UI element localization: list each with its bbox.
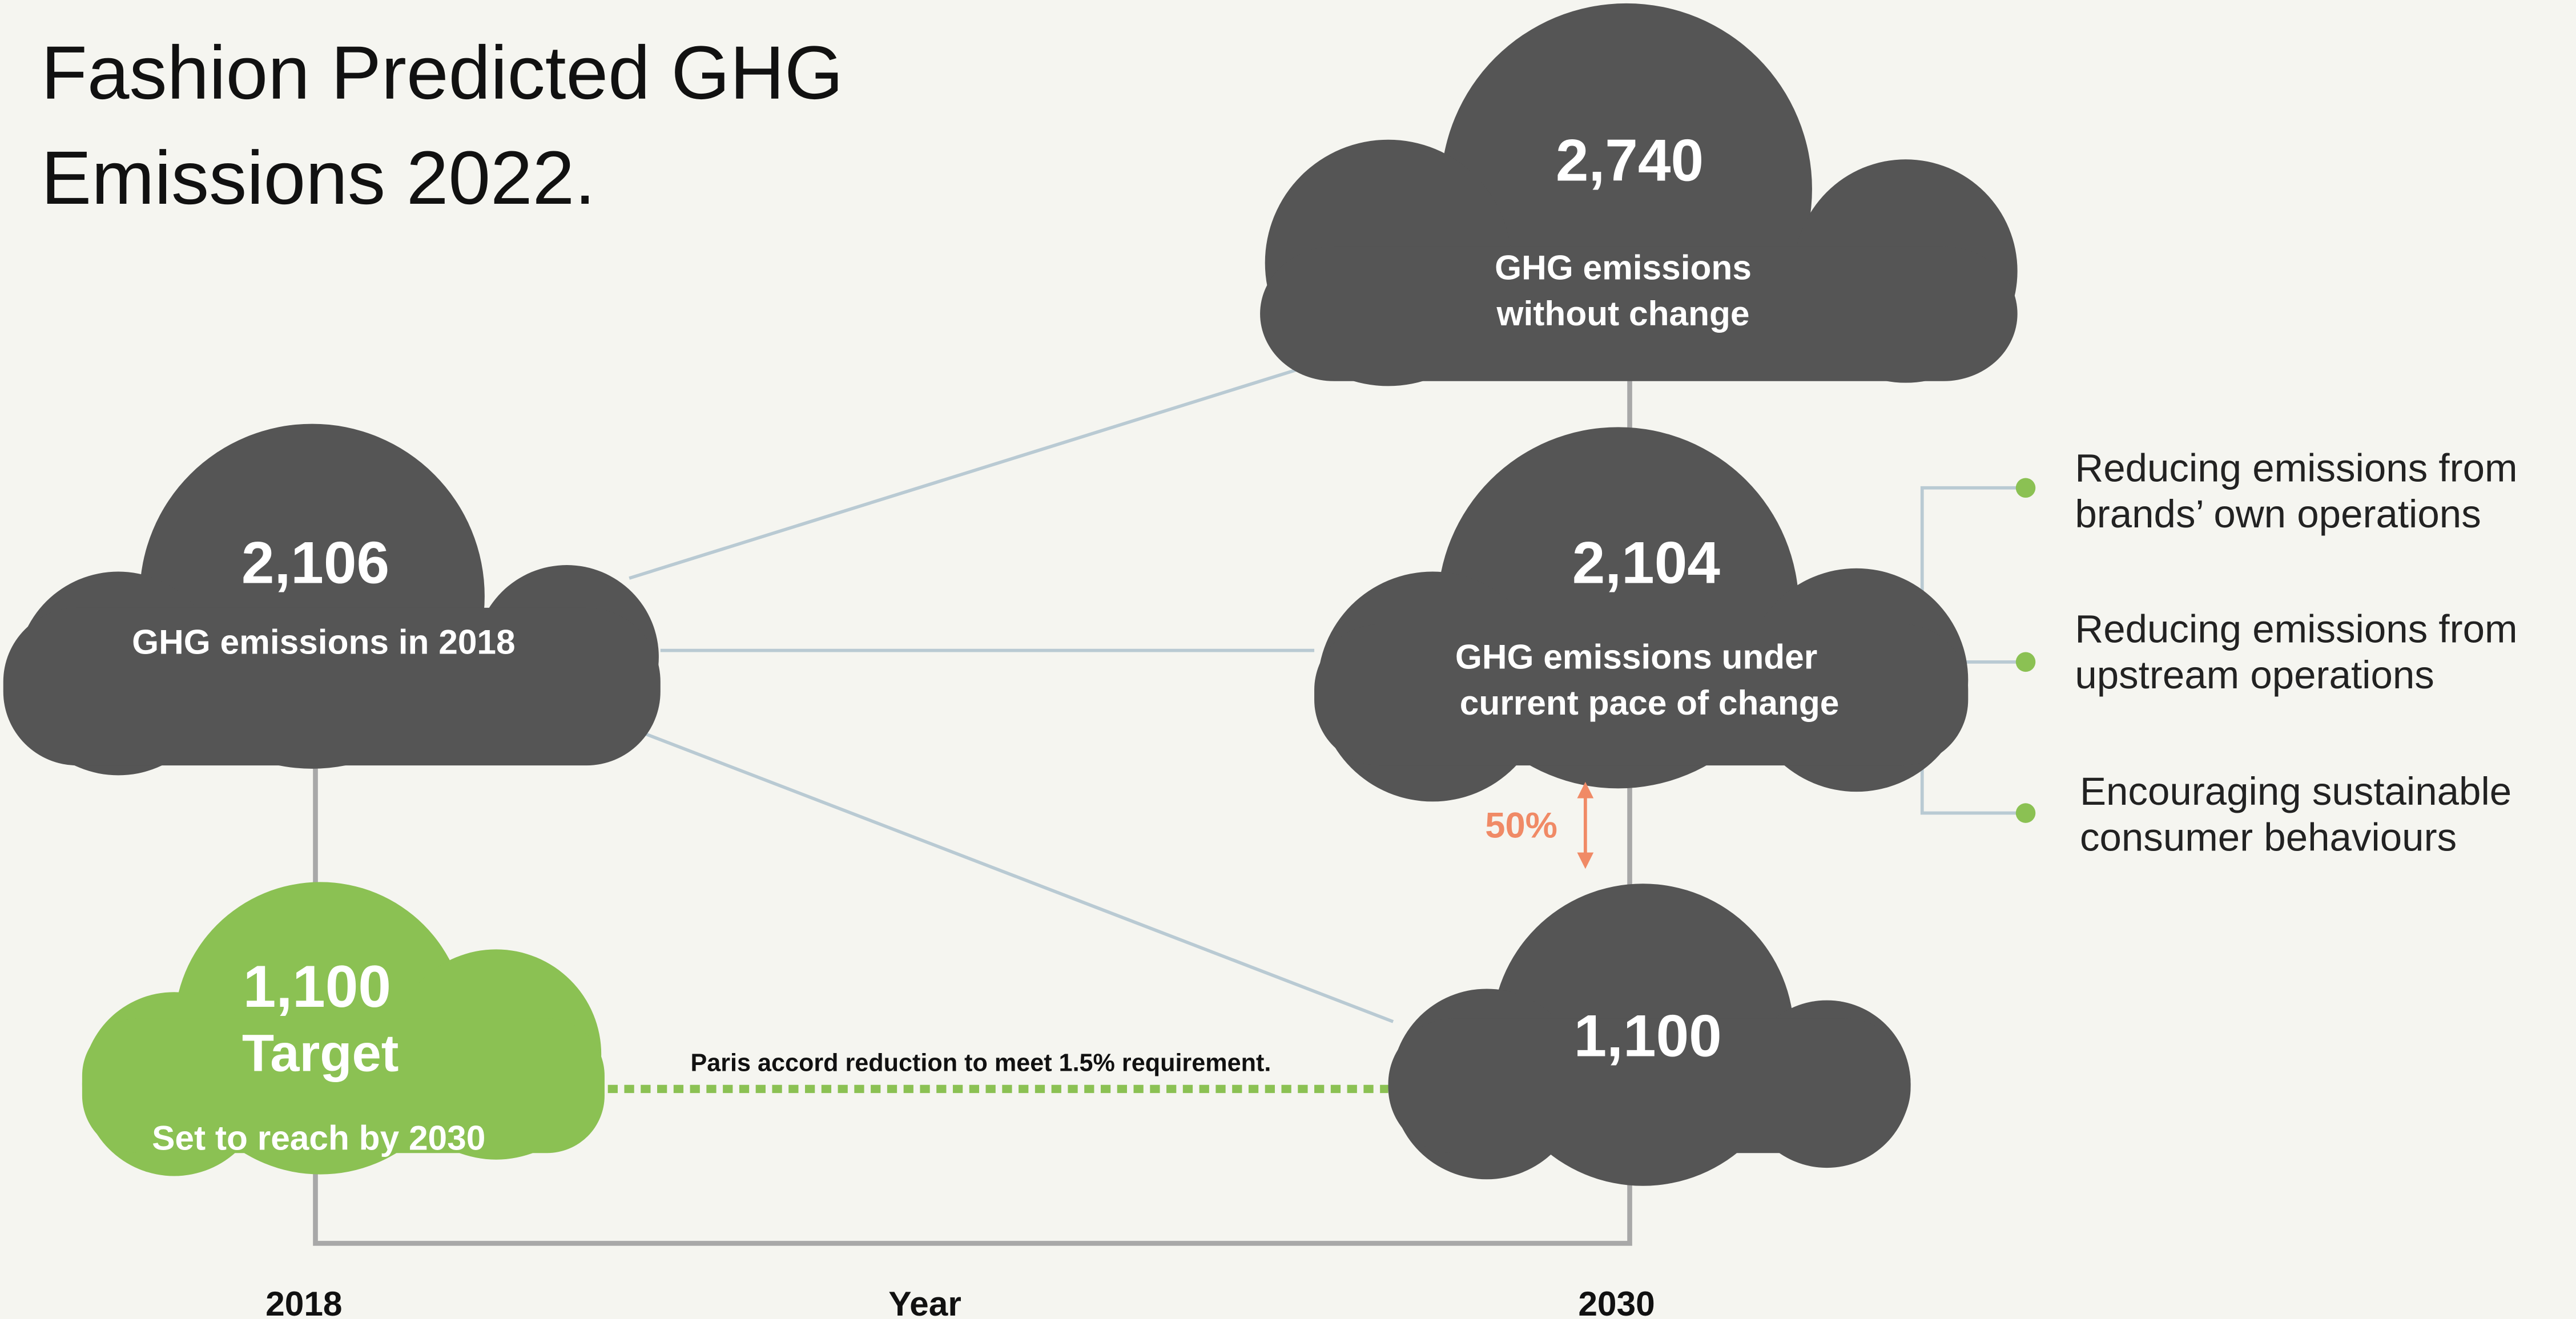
axis-tick: 2030 — [1578, 1284, 1655, 1319]
reduction-label: 50% — [1485, 806, 1557, 846]
cloud-label: GHG emissions in 2018 — [132, 622, 515, 661]
connector — [629, 726, 1394, 1023]
axis-label: Year — [888, 1284, 961, 1319]
target-cloud — [82, 882, 605, 1176]
title: Emissions 2022. — [41, 136, 595, 220]
cloud — [1388, 884, 1911, 1186]
paris-note: Paris accord reduction to meet 1.5% requ… — [690, 1049, 1271, 1076]
cloud-label: GHG emissions under — [1455, 637, 1817, 676]
title: Fashion Predicted GHG — [41, 31, 843, 115]
cloud-value: 1,100 — [243, 953, 391, 1019]
cloud-label: GHG emissions — [1495, 248, 1752, 287]
action-text: upstream operations — [2075, 652, 2434, 697]
action-text: consumer behaviours — [2080, 815, 2457, 860]
action-text: Reducing emissions from — [2075, 606, 2517, 651]
reduction-arrow — [1577, 781, 1594, 869]
cloud-value: 2,106 — [242, 530, 389, 596]
action-text: Encouraging sustainable — [2080, 769, 2511, 813]
cloud-label: Set to reach by 2030 — [152, 1118, 485, 1157]
cloud-value: 2,740 — [1556, 127, 1704, 193]
connector — [629, 356, 1335, 580]
action-text: Reducing emissions from — [2075, 445, 2517, 490]
action-dots — [2015, 478, 2036, 823]
axis-tick: 2018 — [265, 1284, 342, 1319]
timeline-line — [313, 1149, 1632, 1246]
cloud — [3, 423, 661, 776]
cloud — [1260, 3, 2018, 386]
cloud — [1314, 427, 1969, 802]
cloud-title: Target — [242, 1023, 399, 1082]
cloud-value: 2,104 — [1572, 530, 1721, 596]
action-text: brands’ own operations — [2075, 491, 2481, 536]
cloud-label: without change — [1496, 294, 1750, 333]
cloud-value: 1,100 — [1574, 1002, 1722, 1068]
cloud-label: current pace of change — [1460, 683, 1840, 722]
